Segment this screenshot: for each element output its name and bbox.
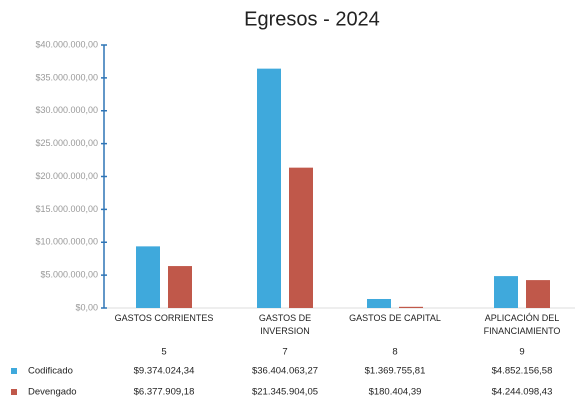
y-tick-label: $40.000.000,00 [35,39,98,49]
value-label: $21.345.904,05 [252,387,318,398]
x-tick-label-box: GASTOS DE INVERSION [258,313,312,336]
x-tick-label: GASTOS CORRIENTES [114,313,214,323]
value-label: $180.404,39 [369,387,422,398]
legend-swatch [11,368,17,374]
x-tick-label: APLICACIÓN DEL FINANCIAMIENTO [483,313,561,336]
bar [168,266,192,308]
bar [289,167,313,308]
category-code: 8 [392,347,397,358]
y-tick-label: $30.000.000,00 [35,105,98,115]
value-label: $6.377.909,18 [134,387,195,398]
value-label: $4.244.098,43 [492,387,553,398]
x-tick-label: GASTOS DE INVERSION [258,313,312,336]
y-tick-label: $35.000.000,00 [35,72,98,82]
category-code: 9 [519,347,524,358]
y-tick-label: $20.000.000,00 [35,171,98,181]
x-tick-label: GASTOS DE CAPITAL [349,313,441,323]
legend-label: Codificado [28,366,73,377]
value-label: $1.369.755,81 [365,366,426,377]
bar [399,306,423,308]
value-label: $36.404.063,27 [252,366,318,377]
y-tick-label: $5.000.000,00 [40,270,98,280]
bar [367,298,391,308]
y-tick-label: $10.000.000,00 [35,237,98,247]
x-tick-label-box: APLICACIÓN DEL FINANCIAMIENTO [483,313,561,336]
bar [526,280,550,308]
x-tick-label-box: GASTOS DE CAPITAL [349,313,441,323]
value-label: $9.374.024,34 [134,366,195,377]
chart-title: Egresos - 2024 [244,8,380,30]
category-code: 7 [282,347,287,358]
bar [257,68,281,309]
bar [494,276,518,308]
y-tick-label: $25.000.000,00 [35,138,98,148]
x-tick-label-box: GASTOS CORRIENTES [114,313,214,323]
category-code: 5 [161,347,166,358]
value-label: $4.852.156,58 [492,366,553,377]
y-tick-label: $0,00 [75,302,98,312]
legend-label: Devengado [28,387,77,398]
bar [136,246,160,308]
legend-swatch [11,389,17,395]
y-tick-label: $15.000.000,00 [35,204,98,214]
